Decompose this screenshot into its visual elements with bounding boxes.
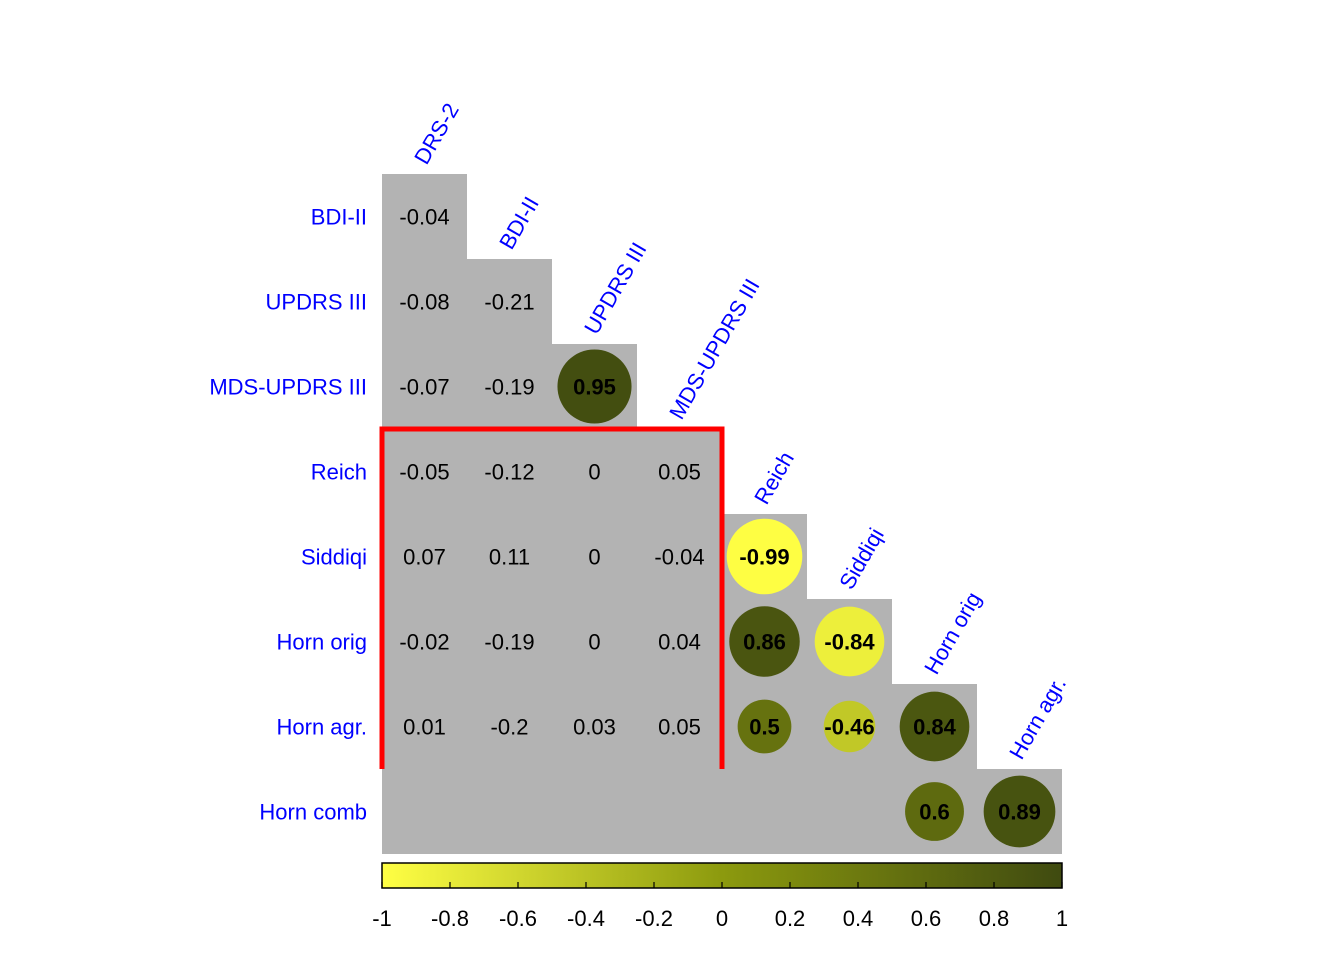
correlation-circle <box>814 606 885 677</box>
colorbar-tick-label: 1 <box>1056 906 1068 931</box>
correlation-value: -0.19 <box>484 630 534 655</box>
colorbar: -1 -0.8 -0.6 -0.4 -0.2 0 0.2 0.4 0.6 0.8 1 <box>372 862 1068 931</box>
correlation-value: 0.84 <box>913 715 957 740</box>
correlation-value: -0.46 <box>824 715 874 740</box>
row-label: Reich <box>311 460 367 485</box>
colorbar-tick-label: -0.2 <box>635 906 673 931</box>
column-label: Reich <box>749 447 799 508</box>
highlight-layer <box>379 426 725 769</box>
row-label: Horn comb <box>259 800 367 825</box>
column-label: BDI-II <box>494 192 544 253</box>
correlation-value: -0.84 <box>824 630 875 655</box>
colorbar-tick-label: -0.4 <box>567 906 605 931</box>
correlation-value: -0.04 <box>654 545 704 570</box>
correlation-value: 0.11 <box>489 545 530 570</box>
correlation-value: -0.08 <box>399 290 449 315</box>
colorbar-tick-label: 0.6 <box>911 906 942 931</box>
correlation-circle <box>726 518 803 595</box>
cell-background-row <box>382 599 892 684</box>
correlation-value: -0.05 <box>399 460 449 485</box>
cell-background-row <box>382 259 552 344</box>
correlation-value: 0.6 <box>919 800 950 825</box>
colorbar-tick-label: -0.6 <box>499 906 537 931</box>
colorbar-tick-label: 0.2 <box>775 906 806 931</box>
row-label: Horn agr. <box>277 715 368 740</box>
correlation-value: 0.86 <box>743 630 786 655</box>
colorbar-tick-label: 0.4 <box>843 906 874 931</box>
colorbar-tick-label: 0 <box>716 906 728 931</box>
colorbar-tick-label: 0.8 <box>979 906 1010 931</box>
correlation-value: -0.2 <box>491 715 529 740</box>
column-label: Horn agr. <box>1004 673 1071 764</box>
highlight-box <box>379 426 725 769</box>
column-label: DRS-2 <box>409 99 464 169</box>
correlation-value: 0.95 <box>573 375 616 400</box>
correlation-value: -0.19 <box>484 375 534 400</box>
column-label: MDS-UPDRS III <box>664 274 764 423</box>
correlation-circle <box>983 775 1056 848</box>
column-label: Siddiqi <box>834 524 889 594</box>
correlation-value: 0.01 <box>403 715 446 740</box>
correlation-value: 0.05 <box>658 715 701 740</box>
correlation-circle <box>729 606 800 677</box>
row-label: MDS-UPDRS III <box>209 375 367 400</box>
correlation-value: -0.02 <box>399 630 449 655</box>
correlation-circle <box>899 691 970 762</box>
correlation-circle <box>905 782 964 841</box>
correlation-value: 0 <box>588 460 600 485</box>
row-label: BDI-II <box>311 205 367 230</box>
correlation-circle <box>737 699 792 754</box>
correlation-value: 0.07 <box>403 545 446 570</box>
correlation-value: 0.03 <box>573 715 616 740</box>
correlation-value: 0.5 <box>749 715 780 740</box>
cell-layer: -0.04 -0.08 -0.21 -0.07 -0.19 0.95 -0.05 -0.12 0… <box>399 205 1056 848</box>
correlation-value: 0.89 <box>998 800 1041 825</box>
correlation-circle <box>823 700 876 753</box>
row-label: Horn orig <box>277 630 367 655</box>
column-label: Horn orig <box>919 588 986 679</box>
correlation-value: -0.04 <box>399 205 449 230</box>
correlation-value: 0 <box>588 630 600 655</box>
column-label: UPDRS III <box>579 238 651 338</box>
correlation-value: -0.99 <box>739 545 789 570</box>
correlation-value: -0.12 <box>484 460 534 485</box>
colorbar-tick-label: -0.8 <box>431 906 469 931</box>
cell-background-layer <box>382 174 1062 854</box>
cell-background-row <box>382 429 722 514</box>
colorbar-tick-label: -1 <box>372 906 392 931</box>
correlation-value: 0 <box>588 545 600 570</box>
row-label: UPDRS III <box>266 290 367 315</box>
row-label: Siddiqi <box>301 545 367 570</box>
correlation-circle <box>557 349 632 424</box>
correlation-value: 0.04 <box>658 630 701 655</box>
correlation-value: 0.05 <box>658 460 701 485</box>
correlation-value: -0.07 <box>399 375 449 400</box>
correlation-value: -0.21 <box>484 290 534 315</box>
cell-background-row <box>382 684 977 769</box>
cell-background-row <box>382 174 467 259</box>
